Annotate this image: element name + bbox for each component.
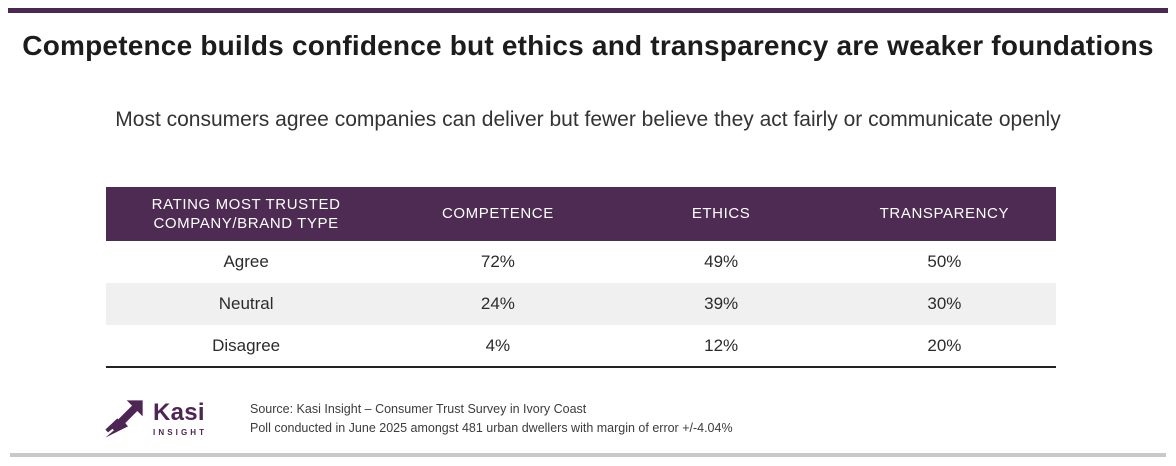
source-line-2: Poll conducted in June 2025 amongst 481 … xyxy=(250,421,733,435)
row-label: Neutral xyxy=(106,283,387,325)
source-text: Source: Kasi Insight – Consumer Trust Su… xyxy=(250,400,733,438)
survey-table: RATING MOST TRUSTED COMPANY/BRAND TYPE C… xyxy=(106,187,1056,368)
top-accent-bar xyxy=(8,8,1168,13)
column-header-rating: RATING MOST TRUSTED COMPANY/BRAND TYPE xyxy=(106,187,387,241)
source-line-1: Source: Kasi Insight – Consumer Trust Su… xyxy=(250,402,587,417)
logo-name: Kasi xyxy=(153,399,205,426)
table-row: Disagree 4% 12% 20% xyxy=(106,325,1056,368)
logo-text: Kasi INSIGHT xyxy=(153,399,208,438)
table-row: Neutral 24% 39% 30% xyxy=(106,283,1056,325)
cell-value: 24% xyxy=(386,283,610,325)
cell-value: 30% xyxy=(832,283,1056,325)
cell-value: 50% xyxy=(832,241,1056,283)
column-header-transparency: TRANSPARENCY xyxy=(832,187,1056,241)
page-title: Competence builds confidence but ethics … xyxy=(22,30,1154,61)
cell-value: 39% xyxy=(609,283,833,325)
logo-subtext: INSIGHT xyxy=(153,428,208,437)
kasi-logo: Kasi INSIGHT xyxy=(104,399,216,439)
kasi-arrow-icon xyxy=(105,400,143,438)
footer: Kasi INSIGHT Source: Kasi Insight – Cons… xyxy=(104,399,1072,439)
row-label: Disagree xyxy=(106,325,387,368)
cell-value: 49% xyxy=(609,241,833,283)
cell-value: 72% xyxy=(386,241,610,283)
cell-value: 4% xyxy=(386,325,610,368)
table-row: Agree 72% 49% 50% xyxy=(106,241,1056,283)
column-header-ethics: ETHICS xyxy=(609,187,833,241)
cell-value: 12% xyxy=(609,325,833,368)
table-header-row: RATING MOST TRUSTED COMPANY/BRAND TYPE C… xyxy=(106,187,1056,241)
row-label: Agree xyxy=(106,241,387,283)
page-subtitle: Most consumers agree companies can deliv… xyxy=(115,108,1061,131)
bottom-separator-bar xyxy=(10,453,1166,457)
column-header-competence: COMPETENCE xyxy=(386,187,610,241)
cell-value: 20% xyxy=(832,325,1056,368)
